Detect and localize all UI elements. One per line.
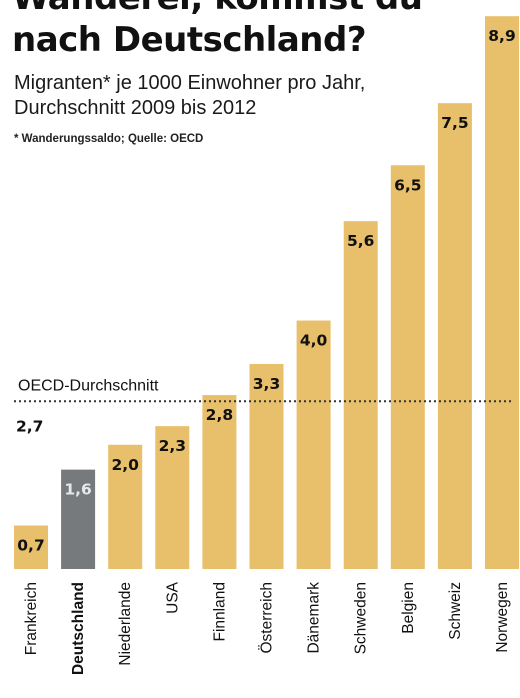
bar-norwegen: [485, 16, 519, 569]
bar-belgien: [390, 165, 425, 569]
value-label--sterreich: 3,3: [253, 375, 280, 393]
category-label--sterreich: Österreich: [258, 582, 276, 654]
value-label-schweiz: 7,5: [441, 114, 468, 132]
value-label-belgien: 6,5: [394, 176, 421, 194]
oecd-average-label: OECD-Durchschnitt: [18, 377, 159, 394]
value-label-d-nemark: 4,0: [300, 332, 328, 350]
bars-group: 0,7 1,6 2,0 2,3 2,8 3,3 4,0 5,6 6,5 7,5 8,9: [14, 16, 519, 570]
chart-footnote: * Wanderungssaldo; Quelle: OECD: [14, 133, 204, 145]
bar-niederlande: [108, 444, 143, 569]
category-label-deutschland: Deutschland: [70, 582, 87, 675]
value-label-finnland: 2,8: [206, 406, 233, 424]
bar-deutschland: [61, 469, 96, 569]
category-label-d-nemark: Dänemark: [306, 582, 323, 654]
oecd-average-value: 2,7: [16, 417, 43, 435]
bar--sterreich: [249, 364, 284, 569]
chart-subtitle-line-2: Durchschnitt 2009 bis 2012: [14, 97, 257, 119]
bar-schweden: [343, 221, 378, 569]
bar-finnland: [202, 395, 237, 569]
chart-subtitle-line-1: Migranten* je 1000 Einwohner pro Jahr,: [14, 72, 366, 94]
category-label-norwegen: Norwegen: [494, 582, 511, 653]
category-label-schweden: Schweden: [353, 582, 370, 654]
category-label-frankreich: Frankreich: [23, 582, 40, 655]
category-labels-group: Frankreich Deutschland Niederlande USA Finnl…: [23, 581, 511, 675]
bar-d-nemark: [296, 320, 331, 569]
category-label-usa: USA: [164, 581, 181, 614]
value-label-niederlande: 2,0: [111, 456, 139, 474]
chart-title-line-2: nach Deutschland?: [12, 20, 367, 60]
value-label-schweden: 5,6: [347, 232, 374, 250]
bar-frankreich: [14, 525, 48, 569]
bar-schweiz: [437, 103, 472, 570]
bar-usa: [155, 426, 190, 569]
value-label-usa: 2,3: [159, 437, 186, 455]
value-label-deutschland: 1,6: [64, 481, 91, 499]
value-label-norwegen: 8,9: [488, 27, 515, 45]
reference-line-group: OECD-Durchschnitt 2,7: [14, 377, 514, 435]
category-label-niederlande: Niederlande: [117, 582, 134, 666]
chart-title-line-1: Wanderer, kommst du: [12, 0, 423, 18]
category-label-finnland: Finnland: [211, 582, 228, 641]
value-label-frankreich: 0,7: [17, 537, 44, 555]
category-label-belgien: Belgien: [400, 582, 417, 634]
category-label-schweiz: Schweiz: [447, 582, 464, 640]
